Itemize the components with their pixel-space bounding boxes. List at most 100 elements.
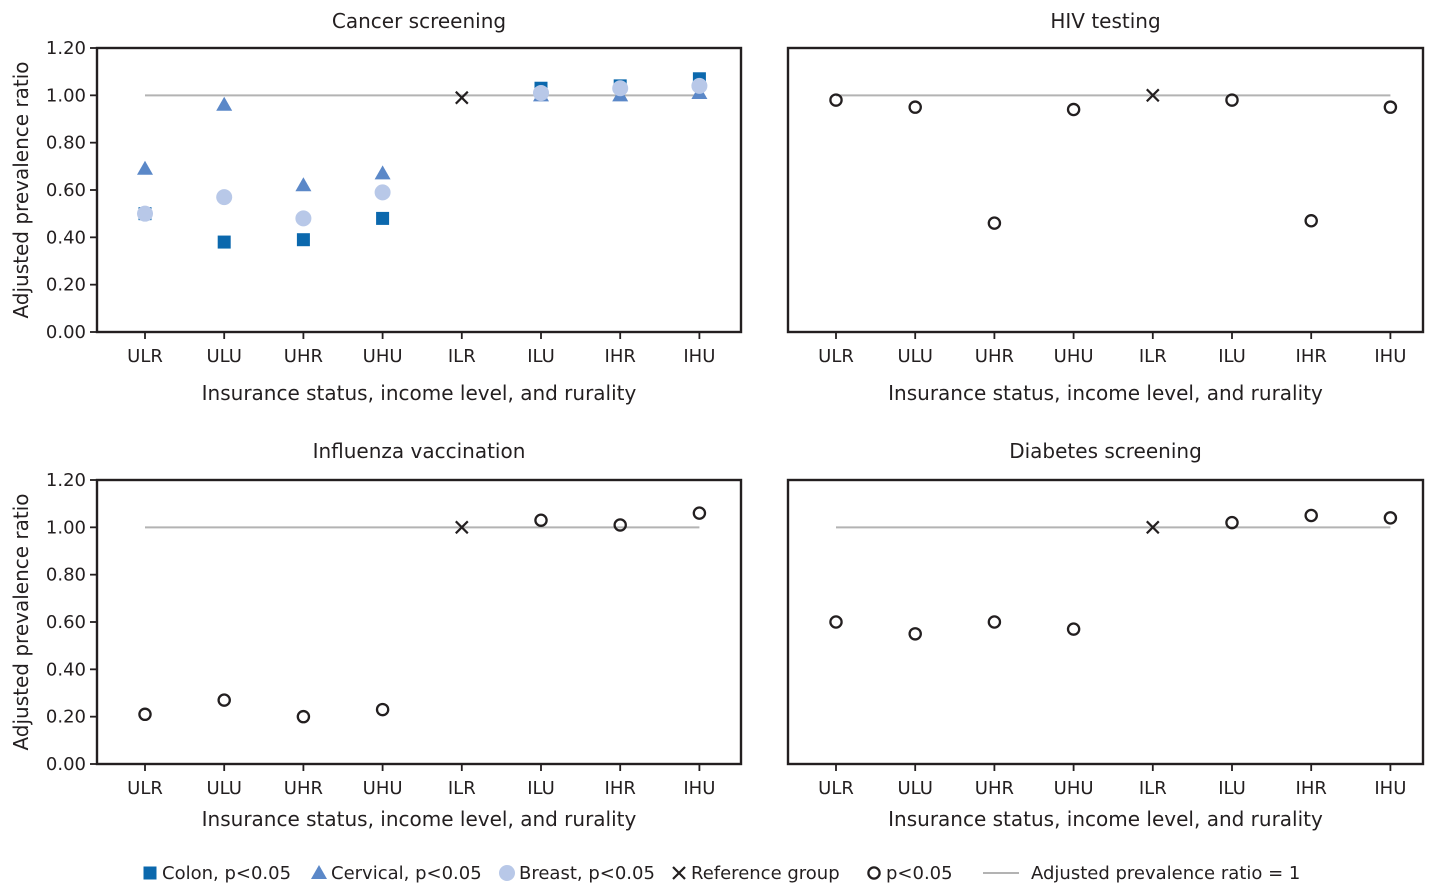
- x-tick-label: IHU: [683, 778, 715, 799]
- plot-frame: [95, 46, 743, 334]
- x-tick-label: IHU: [1374, 778, 1406, 799]
- data-point-open-circle: [534, 513, 548, 527]
- data-point-open-circle: [908, 627, 922, 641]
- data-point-circle: [137, 205, 153, 222]
- x-tick-label: IHR: [1296, 778, 1327, 799]
- legend-dot-icon: [499, 865, 515, 881]
- x-tick-label: ILU: [527, 346, 555, 367]
- plot-frame: [786, 478, 1425, 766]
- x-tick-label: UHR: [975, 778, 1014, 799]
- data-point-square: [217, 235, 231, 249]
- data-point-triangle: [137, 160, 153, 175]
- panel-0: Cancer screening 0.00 0.20 0.40 0.60 0.80 1.00…: [9, 9, 743, 405]
- data-point-open-circle: [987, 216, 1002, 230]
- x-tick-label: ULU: [897, 346, 932, 367]
- x-tick-label: IHR: [605, 346, 636, 367]
- panel-2: Influenza vaccination 0.00 0.20 0.40 0.60 0.8…: [9, 439, 743, 831]
- data-point-open-circle: [138, 707, 152, 722]
- reference-x-stroke: [672, 866, 686, 880]
- data-point-open-circle: [375, 702, 390, 717]
- reference-marker: [1146, 88, 1160, 103]
- reference-x-stroke: [1146, 88, 1160, 103]
- y-tick-label: 0.40: [46, 659, 86, 680]
- legend-label-breast: Breast, p<0.05: [519, 863, 655, 884]
- data-point-open-circle: [1225, 93, 1239, 107]
- data-point-triangle: [295, 177, 312, 192]
- data-point-open-circle: [1066, 102, 1081, 117]
- x-tick-label: ULR: [127, 346, 163, 367]
- data-point-square: [296, 233, 310, 247]
- data-point-open-circle: [908, 100, 922, 114]
- y-tick-label: 0.00: [46, 754, 86, 775]
- y-axis-label: Adjusted prevalence ratio: [9, 493, 33, 750]
- data-point-open-circle: [1304, 214, 1318, 228]
- legend-label-ratio_line: Adjusted prevalence ratio = 1: [1031, 863, 1300, 884]
- data-point-circle: [691, 77, 708, 94]
- reference-x-stroke: [455, 520, 469, 535]
- x-axis-label: Insurance status, income level, and rura…: [888, 807, 1323, 831]
- y-tick-label: 1.20: [46, 470, 86, 491]
- plot-frame: [95, 478, 743, 766]
- data-point-triangle: [216, 96, 233, 111]
- x-tick-label: UHR: [284, 346, 323, 367]
- x-tick-label: UHU: [1054, 346, 1094, 367]
- x-tick-label: ILR: [1139, 346, 1167, 367]
- x-tick-label: ULU: [897, 778, 932, 799]
- y-tick-label: 0.40: [46, 227, 86, 248]
- data-point-open-circle: [296, 709, 311, 724]
- reference-marker: [1146, 520, 1160, 535]
- y-tick-label: 1.00: [46, 517, 86, 538]
- x-axis-label: Insurance status, income level, and rura…: [888, 381, 1323, 405]
- data-point-circle: [612, 80, 629, 97]
- data-point-open-circle: [829, 93, 843, 107]
- x-tick-label: ILU: [1218, 346, 1246, 367]
- x-axis-label: Insurance status, income level, and rura…: [202, 381, 637, 405]
- y-tick-label: 0.80: [46, 565, 86, 586]
- data-point-circle: [374, 184, 391, 201]
- reference-x-stroke: [1146, 520, 1160, 535]
- y-tick-label: 1.20: [46, 38, 86, 59]
- x-tick-label: ILR: [448, 778, 476, 799]
- data-point-circle: [295, 210, 312, 227]
- panel-3: Diabetes screening ULR ULU UHR UHU ILR ILU IHR I…: [786, 439, 1425, 831]
- x-tick-label: IHU: [1374, 346, 1406, 367]
- y-tick-label: 0.00: [46, 322, 86, 343]
- y-tick-label: 0.60: [46, 612, 86, 633]
- legend-label-p: p<0.05: [886, 863, 953, 884]
- reference-marker: [455, 90, 469, 105]
- x-tick-label: UHU: [363, 778, 403, 799]
- panel-1: HIV testing ULR ULU UHR UHU ILR ILU IHR IHU Insur…: [786, 9, 1425, 405]
- reference-marker: [455, 520, 469, 535]
- y-tick-label: 0.20: [46, 707, 86, 728]
- legend-label-cervical: Cervical, p<0.05: [331, 863, 482, 884]
- x-tick-label: ILU: [1218, 778, 1246, 799]
- data-point-open-circle: [1225, 515, 1239, 530]
- legend-x-icon: [672, 866, 686, 880]
- reference-x-stroke: [455, 90, 469, 105]
- data-point-open-circle: [1383, 511, 1398, 525]
- data-point-circle: [533, 84, 549, 101]
- legend-triangle-icon: [311, 865, 327, 879]
- data-point-triangle: [374, 165, 391, 180]
- x-tick-label: ILU: [527, 778, 555, 799]
- x-tick-label: IHU: [683, 346, 715, 367]
- data-point-open-circle: [829, 615, 843, 629]
- legend-label-reference: Reference group: [691, 863, 840, 884]
- x-tick-label: ULU: [206, 346, 241, 367]
- y-tick-label: 1.00: [46, 85, 86, 106]
- x-axis-label: Insurance status, income level, and rura…: [202, 807, 637, 831]
- legend-open-circle-icon: [867, 866, 881, 880]
- y-tick-label: 0.20: [46, 275, 86, 296]
- data-point-open-circle: [1066, 622, 1081, 636]
- x-tick-label: UHR: [975, 346, 1014, 367]
- x-tick-label: UHR: [284, 778, 323, 799]
- data-point-open-circle: [217, 693, 231, 707]
- data-point-open-circle: [1383, 100, 1398, 114]
- y-tick-label: 0.80: [46, 133, 86, 154]
- panel-title: Cancer screening: [332, 9, 506, 33]
- x-tick-label: ULU: [206, 778, 241, 799]
- data-point-square: [376, 211, 390, 225]
- x-tick-label: ULR: [127, 778, 163, 799]
- x-tick-label: ULR: [818, 346, 854, 367]
- x-tick-label: ULR: [818, 778, 854, 799]
